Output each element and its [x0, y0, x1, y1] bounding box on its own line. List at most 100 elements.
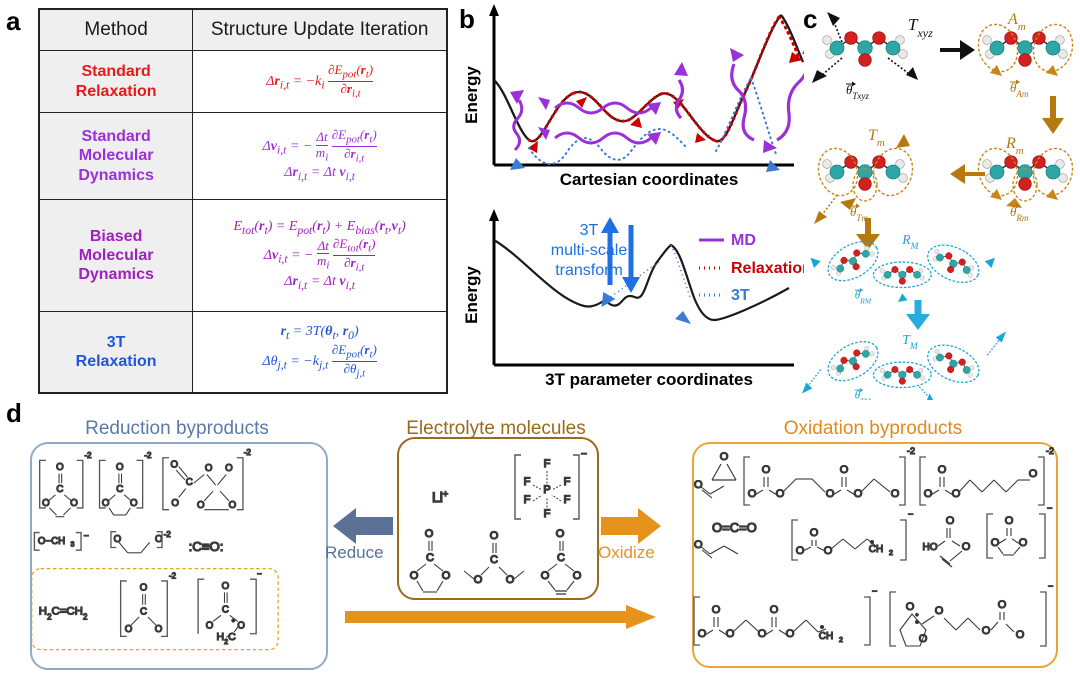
svg-text:O: O — [938, 464, 947, 476]
svg-text:O: O — [720, 451, 729, 463]
svg-text:O: O — [171, 459, 179, 470]
svg-text:C: C — [186, 477, 193, 488]
svg-text:P: P — [543, 484, 550, 496]
svg-text:O: O — [786, 628, 795, 640]
svg-text:-2: -2 — [144, 451, 151, 460]
svg-text:C: C — [490, 554, 498, 566]
svg-text:2: 2 — [889, 550, 893, 557]
svg-text:3: 3 — [70, 542, 74, 549]
svg-text:O: O — [102, 498, 110, 509]
svg-text:Li+: Li+ — [432, 489, 448, 505]
svg-text:O: O — [70, 498, 78, 509]
svg-text:O=C=O: O=C=O — [712, 520, 757, 535]
svg-text:O: O — [810, 527, 819, 539]
svg-text:O: O — [573, 570, 582, 582]
svg-text:θTxyz: θTxyz — [846, 82, 869, 101]
svg-text:O: O — [962, 541, 971, 553]
svg-text:O: O — [222, 581, 230, 592]
svg-text:O: O — [1016, 629, 1025, 641]
svg-text:O: O — [698, 628, 707, 640]
svg-text:C: C — [140, 606, 147, 617]
svg-text:O: O — [442, 570, 451, 582]
svg-text:O: O — [410, 570, 419, 582]
svg-text:O: O — [541, 570, 550, 582]
svg-text:C: C — [222, 605, 229, 616]
svg-text:-2: -2 — [907, 446, 915, 456]
svg-text:θTM: θTM — [855, 390, 872, 400]
svg-text:O: O — [982, 625, 991, 637]
svg-text:F: F — [564, 476, 571, 488]
svg-text:O: O — [694, 479, 703, 491]
svg-text:O: O — [824, 545, 833, 557]
svg-text:−: − — [872, 586, 877, 596]
svg-text:O: O — [758, 628, 767, 640]
svg-text:•: • — [915, 610, 918, 620]
svg-text:O: O — [924, 488, 933, 500]
svg-text:O: O — [225, 463, 233, 474]
svg-text:−: − — [581, 449, 587, 460]
svg-text:O: O — [229, 500, 237, 511]
svg-text:Txyz: Txyz — [908, 15, 933, 40]
svg-text:O: O — [205, 463, 213, 474]
svg-text:O: O — [840, 464, 849, 476]
svg-text:O: O — [826, 488, 835, 500]
svg-text:O: O — [712, 604, 721, 616]
svg-text:O: O — [726, 628, 735, 640]
svg-text:-2: -2 — [85, 451, 92, 460]
svg-text:Rm: Rm — [1005, 135, 1024, 157]
svg-text:O: O — [425, 528, 434, 540]
svg-text:HO: HO — [923, 542, 938, 553]
svg-text:O: O — [42, 498, 50, 509]
svg-text:O: O — [762, 464, 771, 476]
svg-text:θAm: θAm — [1010, 80, 1029, 99]
svg-text:2: 2 — [839, 637, 843, 644]
svg-text:O−CH: O−CH — [38, 536, 65, 547]
svg-text:3T parameter coordinates: 3T parameter coordinates — [545, 370, 753, 389]
svg-text:3T: 3T — [731, 287, 750, 304]
svg-text:CH: CH — [819, 631, 833, 642]
svg-text:3T: 3T — [580, 222, 599, 239]
svg-text:O: O — [125, 624, 133, 635]
svg-text:O: O — [998, 599, 1007, 611]
svg-text::C≡O:: :C≡O: — [189, 539, 224, 554]
svg-text:−: − — [1048, 581, 1053, 591]
svg-text:O: O — [694, 539, 703, 551]
svg-text:O: O — [748, 488, 757, 500]
svg-text:-2: -2 — [1046, 446, 1054, 456]
svg-text:−: − — [908, 509, 913, 519]
svg-text:O: O — [919, 633, 928, 645]
svg-text:−: − — [1047, 503, 1052, 513]
svg-text:-2: -2 — [164, 530, 171, 539]
svg-text:O: O — [1005, 515, 1014, 527]
svg-text:O: O — [556, 528, 565, 540]
svg-text:Energy: Energy — [462, 266, 481, 324]
svg-text:TM: TM — [902, 332, 919, 352]
svg-text:O: O — [206, 620, 214, 631]
svg-text:C: C — [56, 484, 63, 495]
svg-text:O: O — [140, 583, 148, 594]
svg-text:H2C: H2C — [217, 631, 237, 645]
svg-text:F: F — [524, 494, 531, 506]
svg-text:multi-scale: multi-scale — [551, 242, 628, 259]
svg-text:Tm: Tm — [868, 127, 885, 149]
svg-text:transform: transform — [555, 262, 623, 279]
svg-text:-2: -2 — [244, 448, 251, 457]
svg-text:F: F — [564, 494, 571, 506]
svg-text:O: O — [946, 515, 955, 527]
svg-text:Am: Am — [1007, 11, 1026, 33]
svg-text:O: O — [490, 530, 499, 542]
svg-text:O: O — [197, 500, 205, 511]
svg-text:C: C — [426, 552, 434, 564]
svg-text:C: C — [116, 484, 123, 495]
svg-text:F: F — [524, 476, 531, 488]
svg-text:C: C — [557, 552, 565, 564]
svg-text:-2: -2 — [169, 571, 176, 580]
svg-text:O: O — [116, 462, 124, 473]
svg-text:Energy: Energy — [462, 66, 481, 124]
svg-text:H2C=CH2: H2C=CH2 — [39, 605, 88, 621]
svg-text:O: O — [770, 604, 779, 616]
svg-text:O: O — [891, 488, 900, 500]
svg-text:O: O — [56, 462, 64, 473]
svg-text:Relaxation: Relaxation — [731, 260, 804, 277]
svg-text:−: − — [84, 531, 89, 541]
